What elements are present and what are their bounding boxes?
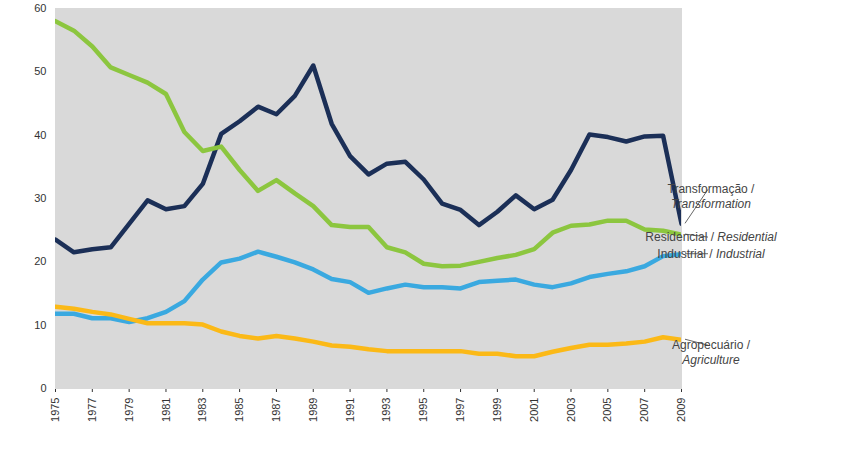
- svg-text:1989: 1989: [307, 398, 319, 422]
- svg-text:1977: 1977: [86, 398, 98, 422]
- svg-text:Agropecuário /Agriculture: Agropecuário /Agriculture: [672, 338, 751, 367]
- svg-text:1983: 1983: [196, 398, 208, 422]
- svg-text:2007: 2007: [638, 398, 650, 422]
- svg-text:1981: 1981: [159, 398, 171, 422]
- svg-text:2005: 2005: [601, 398, 613, 422]
- svg-text:1979: 1979: [123, 398, 135, 422]
- svg-text:1987: 1987: [270, 398, 282, 422]
- svg-text:2003: 2003: [565, 398, 577, 422]
- svg-text:Transformação /Transformation: Transformação /Transformation: [668, 182, 756, 211]
- svg-text:60: 60: [34, 2, 46, 14]
- svg-text:Residencial / Residential: Residencial / Residential: [645, 230, 777, 244]
- svg-text:1993: 1993: [380, 398, 392, 422]
- svg-text:0: 0: [40, 382, 46, 394]
- svg-text:30: 30: [34, 192, 46, 204]
- svg-text:2001: 2001: [528, 398, 540, 422]
- svg-text:1995: 1995: [417, 398, 429, 422]
- svg-text:40: 40: [34, 129, 46, 141]
- svg-text:1999: 1999: [491, 398, 503, 422]
- svg-text:Industrial / Industrial: Industrial / Industrial: [657, 247, 765, 261]
- svg-text:1985: 1985: [233, 398, 245, 422]
- svg-text:10: 10: [34, 319, 46, 331]
- svg-text:1997: 1997: [454, 398, 466, 422]
- svg-text:1991: 1991: [344, 398, 356, 422]
- svg-text:2009: 2009: [675, 398, 687, 422]
- svg-text:20: 20: [34, 255, 46, 267]
- svg-text:1975: 1975: [49, 398, 61, 422]
- svg-text:50: 50: [34, 65, 46, 77]
